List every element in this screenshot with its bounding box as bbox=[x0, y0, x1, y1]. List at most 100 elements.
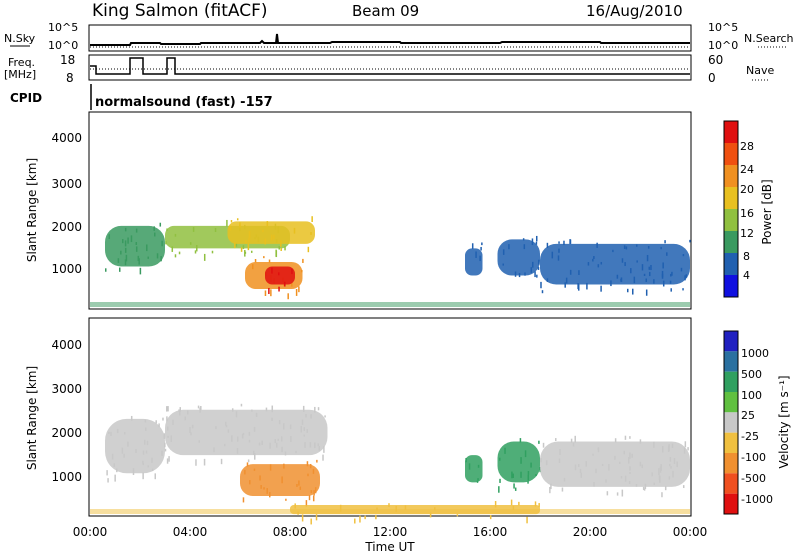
velocity-speckle bbox=[605, 479, 607, 483]
velocity-region-A bbox=[105, 418, 165, 474]
velocity-speckle bbox=[172, 419, 174, 425]
power-speckle bbox=[616, 274, 619, 279]
velocity-speckle bbox=[629, 471, 631, 475]
velocity-speckle bbox=[561, 487, 564, 492]
velocity-speckle bbox=[135, 448, 137, 454]
power-speckle bbox=[211, 250, 214, 254]
velocity-speckle bbox=[142, 450, 145, 455]
x-axis: 00:00 04:00 08:00 12:00 16:00 20:00 00:0… bbox=[73, 525, 708, 554]
velocity-speckle bbox=[574, 464, 577, 471]
velocity-speckle bbox=[276, 442, 278, 448]
power-speckle bbox=[630, 268, 632, 274]
velocity-speckle bbox=[220, 458, 223, 465]
velocity-speckle bbox=[142, 460, 144, 464]
power-speckle bbox=[273, 234, 275, 240]
velocity-speckle bbox=[322, 454, 324, 461]
cpid-panel: CPID normalsound (fast) -157 bbox=[10, 84, 273, 110]
velocity-speckle bbox=[127, 441, 129, 447]
velocity-speckle bbox=[468, 463, 471, 470]
velocity-speckle bbox=[130, 415, 133, 421]
power-speckle bbox=[586, 282, 588, 290]
power-speckle bbox=[524, 272, 526, 276]
velocity-speckle bbox=[302, 405, 305, 413]
velocity-speckle bbox=[179, 409, 181, 416]
velocity-speckle bbox=[527, 474, 530, 481]
power-speckle bbox=[592, 258, 594, 262]
velocity-speckle bbox=[540, 458, 542, 463]
velocity-speckle bbox=[518, 501, 520, 506]
velocity-speckle bbox=[265, 407, 268, 412]
velocity-speckle bbox=[143, 439, 146, 445]
power-colorbar-frame bbox=[723, 120, 739, 298]
velocity-colorbar-swatch bbox=[724, 351, 738, 372]
vel-cbar-tick-m25: -25 bbox=[741, 430, 759, 443]
power-speckle bbox=[234, 242, 236, 249]
velocity-speckle bbox=[498, 486, 500, 493]
power-speckle bbox=[577, 284, 580, 291]
velocity-speckle bbox=[224, 443, 226, 447]
velocity-speckle bbox=[597, 447, 600, 453]
velocity-colorbar-swatch bbox=[724, 331, 738, 352]
velocity-speckle bbox=[189, 426, 191, 433]
cpid-text: normalsound (fast) -157 bbox=[95, 95, 273, 110]
velocity-speckle bbox=[107, 478, 109, 483]
velocity-speckle bbox=[203, 458, 206, 466]
power-speckle bbox=[480, 246, 482, 251]
velocity-speckle bbox=[592, 453, 594, 456]
power-speckle bbox=[174, 254, 177, 258]
velocity-speckle bbox=[253, 450, 255, 455]
power-speckle bbox=[264, 290, 267, 296]
velocity-speckle bbox=[304, 442, 306, 448]
power-speckle bbox=[502, 249, 505, 255]
velocity-region-F bbox=[540, 441, 690, 487]
xtick-0000: 00:00 bbox=[73, 525, 108, 539]
velocity-speckle bbox=[643, 488, 646, 491]
power-speckle bbox=[154, 232, 156, 237]
power-speckle bbox=[661, 273, 664, 279]
velocity-speckle bbox=[161, 450, 163, 456]
power-speckle bbox=[535, 241, 538, 245]
power-speckle bbox=[153, 226, 155, 231]
power-speckle bbox=[596, 242, 598, 248]
power-speckle bbox=[295, 288, 298, 296]
power-speckle bbox=[275, 249, 277, 257]
velocity-speckle bbox=[144, 427, 147, 431]
freq-trace bbox=[90, 57, 690, 75]
power-speckle bbox=[612, 249, 614, 253]
velocity-speckle bbox=[294, 503, 296, 509]
power-speckle bbox=[685, 274, 688, 278]
velocity-speckle bbox=[527, 481, 529, 484]
velocity-speckle bbox=[145, 450, 148, 454]
power-speckle bbox=[645, 278, 647, 282]
velocity-speckle bbox=[530, 462, 532, 468]
xtick-1200: 12:00 bbox=[373, 525, 408, 539]
velocity-speckle bbox=[167, 435, 169, 438]
velocity-speckle bbox=[164, 442, 166, 448]
power-speckle bbox=[530, 267, 533, 273]
power-speckle bbox=[124, 259, 127, 266]
power-speckle bbox=[645, 289, 648, 296]
velocity-speckle bbox=[166, 458, 169, 464]
velocity-speckle bbox=[116, 468, 118, 473]
power-speckle bbox=[538, 259, 540, 265]
velocity-ytick-3000: 3000 bbox=[51, 382, 82, 396]
velocity-speckle bbox=[301, 514, 304, 522]
power-speckle bbox=[171, 246, 174, 252]
velocity-speckle bbox=[195, 459, 197, 466]
power-speckle bbox=[278, 246, 280, 250]
velocity-speckle bbox=[359, 515, 361, 523]
velocity-speckle bbox=[305, 414, 307, 418]
power-colorbar bbox=[723, 120, 739, 298]
velocity-speckle bbox=[477, 478, 479, 481]
power-speckle bbox=[643, 273, 646, 277]
velocity-speckle bbox=[121, 447, 124, 454]
velocity-speckle bbox=[242, 497, 245, 503]
velocity-region-D bbox=[465, 455, 483, 483]
velocity-speckle bbox=[563, 477, 566, 482]
velocity-speckle bbox=[579, 468, 582, 474]
power-speckle bbox=[278, 286, 280, 292]
velocity-speckle bbox=[511, 471, 513, 479]
velocity-speckle bbox=[197, 405, 200, 409]
power-speckle bbox=[632, 288, 634, 295]
freq-left-tick-high: 18 bbox=[60, 53, 75, 67]
